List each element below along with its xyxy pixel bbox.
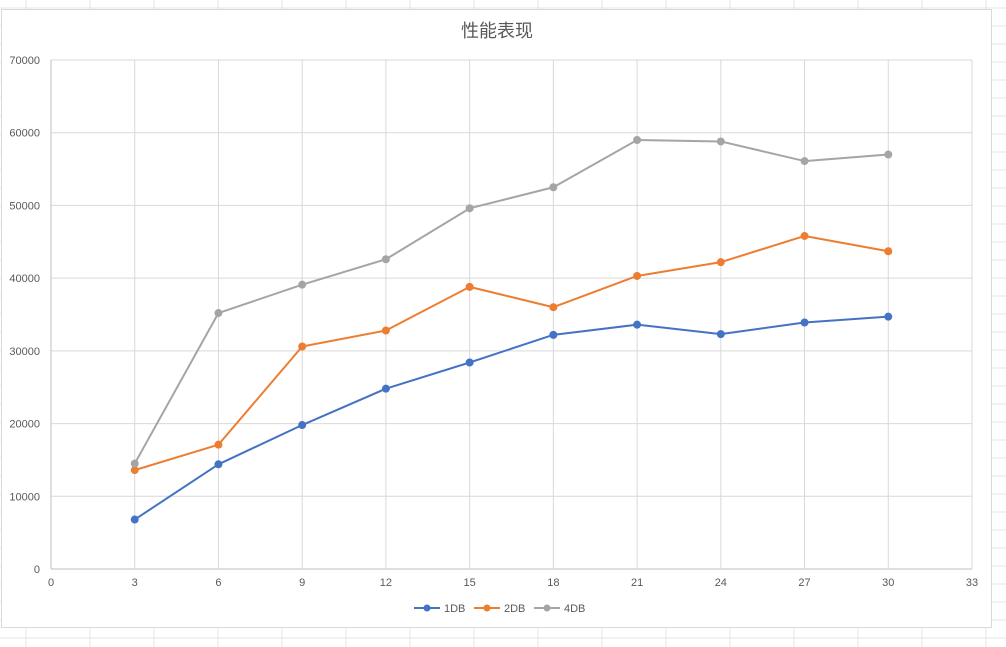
y-tick-label: 0	[34, 564, 40, 576]
x-tick-label: 33	[966, 577, 978, 589]
chart-area[interactable]	[1, 9, 992, 628]
data-point-2db[interactable]	[214, 440, 223, 449]
data-point-1db[interactable]	[298, 421, 307, 430]
data-point-1db[interactable]	[633, 320, 642, 329]
data-point-1db[interactable]	[800, 318, 809, 327]
chart-title: 性能表现	[461, 21, 533, 42]
x-tick-label: 12	[380, 577, 392, 589]
series-line-1db[interactable]	[133, 315, 890, 521]
legend-label: 1DB	[444, 603, 465, 615]
x-tick-label: 21	[631, 577, 643, 589]
x-tick-label: 9	[299, 577, 305, 589]
x-tick-label: 3	[132, 577, 138, 589]
data-point-2db[interactable]	[716, 258, 725, 267]
data-point-4db[interactable]	[716, 137, 725, 146]
y-tick-label: 10000	[9, 491, 40, 503]
data-point-4db[interactable]	[800, 157, 809, 166]
data-point-2db[interactable]	[130, 466, 139, 475]
data-point-4db[interactable]	[549, 183, 558, 192]
x-tick-label: 30	[882, 577, 894, 589]
data-point-1db[interactable]	[716, 330, 725, 339]
x-tick-label: 18	[547, 577, 559, 589]
data-point-4db[interactable]	[381, 255, 390, 264]
series-2db	[130, 231, 893, 475]
data-point-2db[interactable]	[381, 326, 390, 335]
x-tick-label: 27	[798, 577, 810, 589]
data-point-4db[interactable]	[633, 135, 642, 144]
series-layer	[130, 135, 893, 524]
y-tick-label: 40000	[9, 273, 40, 285]
x-tick-label: 6	[215, 577, 221, 589]
gridlines	[50, 59, 973, 570]
series-line-2db[interactable]	[133, 234, 890, 472]
legend-item-4db[interactable]: 4DB	[534, 603, 585, 615]
legend-label: 4DB	[564, 603, 585, 615]
legend-item-2db[interactable]: 2DB	[474, 603, 525, 615]
data-point-1db[interactable]	[884, 312, 893, 321]
y-tick-label: 50000	[9, 200, 40, 212]
x-tick-label: 0	[48, 577, 54, 589]
y-tick-label: 70000	[9, 55, 40, 67]
series-line-4db[interactable]	[133, 138, 890, 465]
y-tick-label: 60000	[9, 128, 40, 140]
data-point-4db[interactable]	[884, 150, 893, 159]
data-point-2db[interactable]	[884, 247, 893, 256]
y-axis-ticks: 0 10000 20000 30000 40000 50000 60000 70000	[9, 55, 40, 576]
data-point-1db[interactable]	[549, 330, 558, 339]
data-point-4db[interactable]	[130, 459, 139, 468]
data-point-2db[interactable]	[465, 282, 474, 291]
data-point-4db[interactable]	[298, 280, 307, 289]
y-tick-label: 20000	[9, 419, 40, 431]
data-point-4db[interactable]	[214, 309, 223, 318]
data-point-2db[interactable]	[298, 342, 307, 351]
series-1db	[130, 312, 893, 524]
x-tick-label: 24	[715, 577, 727, 589]
data-point-4db[interactable]	[465, 204, 474, 213]
data-point-1db[interactable]	[214, 460, 223, 469]
data-point-2db[interactable]	[800, 231, 809, 240]
y-tick-label: 30000	[9, 346, 40, 358]
data-point-2db[interactable]	[633, 271, 642, 280]
data-point-1db[interactable]	[465, 358, 474, 367]
legend-item-1db[interactable]: 1DB	[414, 603, 465, 615]
x-tick-label: 15	[464, 577, 476, 589]
legend-point-marker	[483, 604, 491, 612]
data-point-1db[interactable]	[381, 384, 390, 393]
legend-point-marker	[543, 604, 551, 612]
legend-point-marker	[423, 604, 431, 612]
series-4db	[130, 135, 893, 468]
x-axis-ticks: 0 3 6 9 12 15 18 21 24 27 30 33	[48, 577, 978, 589]
legend-label: 2DB	[504, 603, 525, 615]
legend: 1DB 2DB 4DB	[414, 603, 585, 615]
data-point-1db[interactable]	[130, 515, 139, 524]
data-point-2db[interactable]	[549, 303, 558, 312]
